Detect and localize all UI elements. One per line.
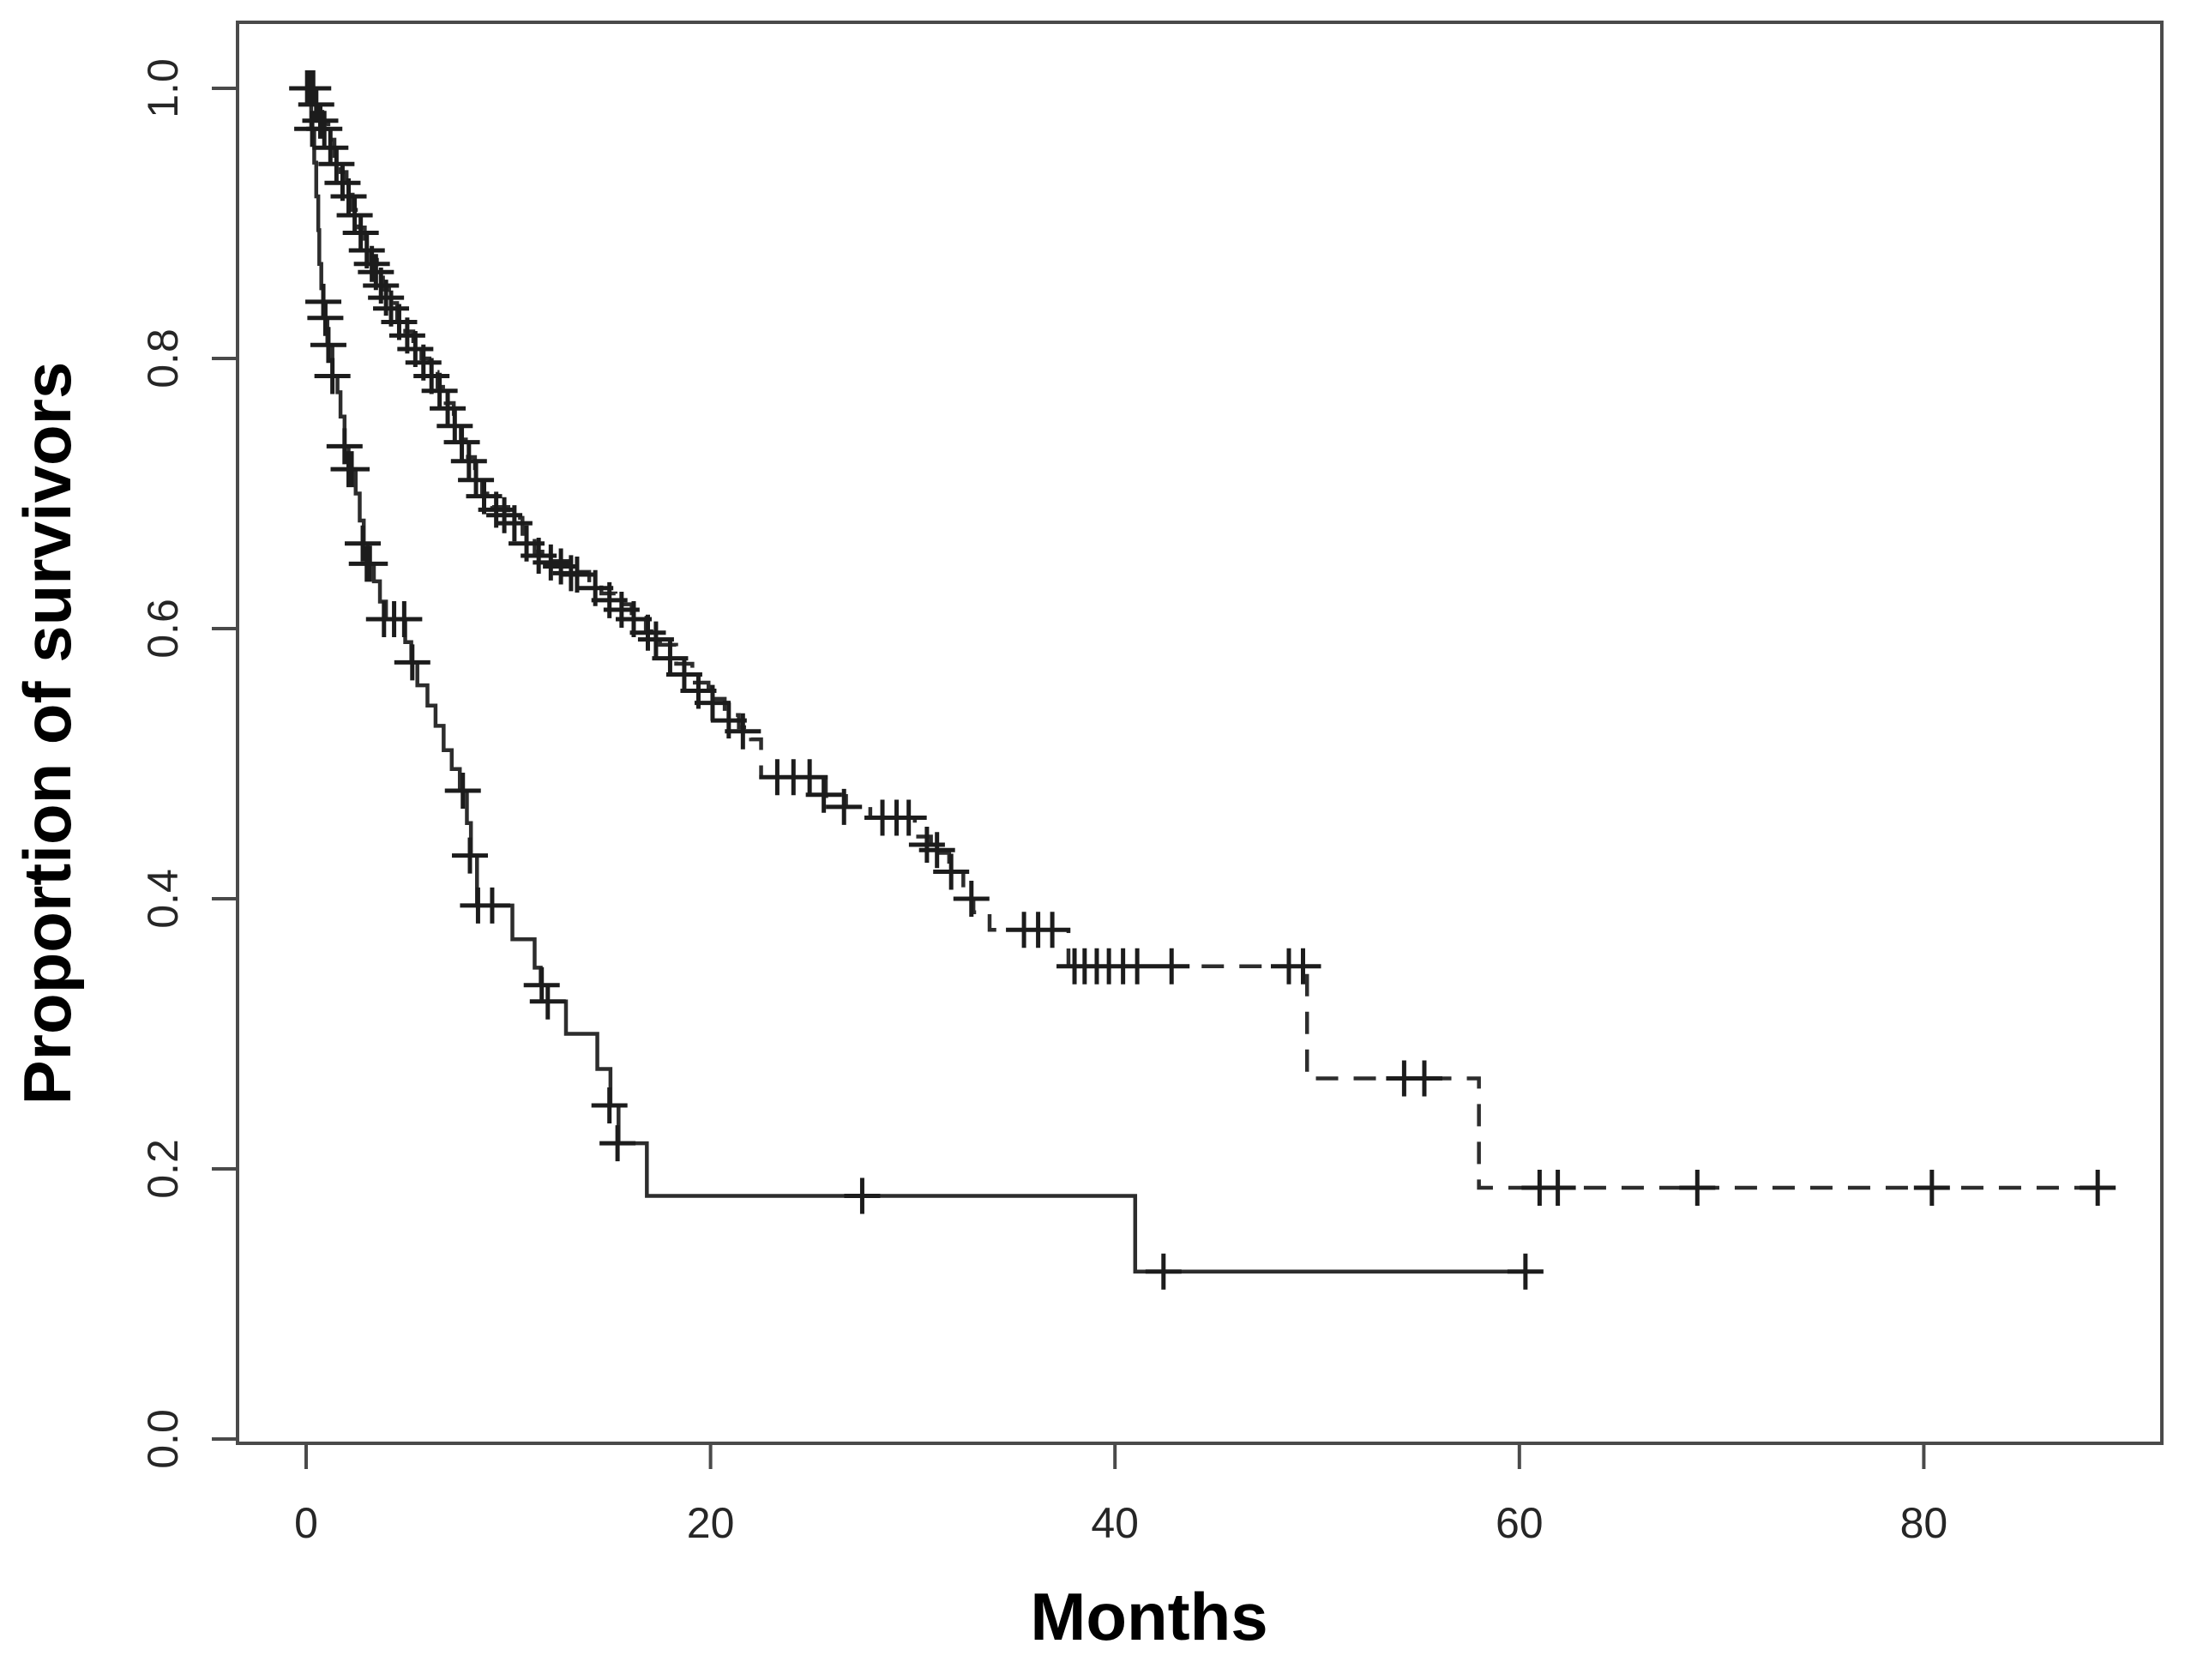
- x-axis-tick-label: 40: [1091, 1499, 1139, 1547]
- x-axis-title: Months: [1030, 1579, 1267, 1654]
- censor-marks-dashed: [289, 70, 2116, 1207]
- y-axis-title: Proportion of survivors: [9, 362, 85, 1105]
- plot-area: 0 20 40 60 80 1.0 0.8 0.6 0.4 0.2 0.0: [139, 21, 2164, 1547]
- x-axis-tick-label: 0: [294, 1499, 318, 1547]
- y-axis-tick-label: 0.0: [139, 1409, 187, 1469]
- x-axis-tick-label: 60: [1496, 1499, 1544, 1547]
- x-axis-tick-label: 80: [1900, 1499, 1948, 1547]
- x-axis-tick-label: 20: [687, 1499, 735, 1547]
- y-axis-tick-label: 1.0: [139, 58, 187, 118]
- y-axis-tick-label: 0.2: [139, 1139, 187, 1199]
- survival-curve-solid: [306, 86, 1540, 1274]
- censor-marks-solid: [290, 70, 1544, 1290]
- y-axis-tick-label: 0.8: [139, 328, 187, 388]
- y-axis-tick-label: 0.6: [139, 599, 187, 659]
- plot-box: [236, 21, 2164, 1445]
- y-axis-tick-label: 0.4: [139, 869, 187, 929]
- survival-curve-dashed: [306, 86, 2098, 1190]
